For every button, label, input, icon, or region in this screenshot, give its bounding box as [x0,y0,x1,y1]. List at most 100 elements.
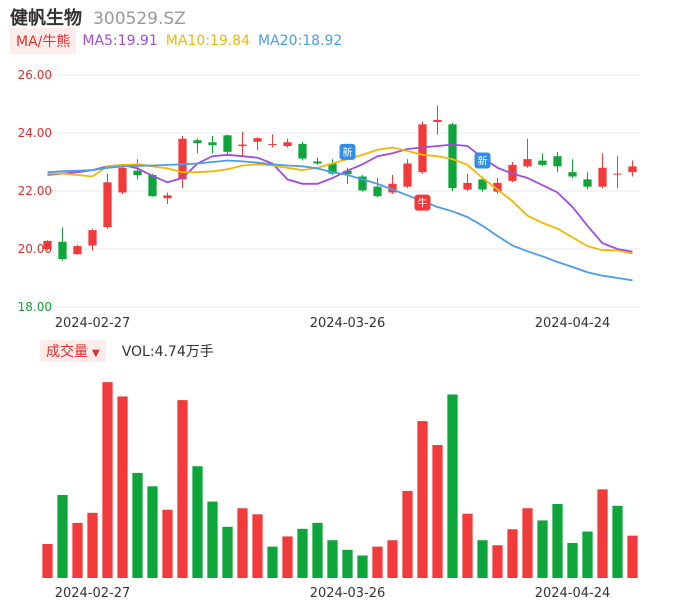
volume-bar[interactable] [582,531,593,578]
candle[interactable] [253,137,262,151]
volume-bar[interactable] [162,509,173,578]
candle[interactable] [373,177,382,198]
volume-bar[interactable] [447,394,458,578]
volume-bar[interactable] [117,396,128,578]
candle-body [163,195,172,199]
candle[interactable] [118,166,127,194]
candle[interactable] [88,228,97,251]
candle[interactable] [43,240,52,251]
candle-body [523,159,532,167]
new-high-badge[interactable]: 新 [474,152,491,169]
candle[interactable] [553,151,562,173]
volume-bar[interactable] [177,400,188,578]
volume-bar[interactable] [537,520,548,578]
new-high-badge[interactable]: 新 [339,143,356,160]
volume-bar[interactable] [357,555,368,578]
volume-bar[interactable] [267,546,278,578]
bull-badge[interactable]: 牛 [414,194,431,211]
volume-bar[interactable] [492,545,503,578]
candle[interactable] [523,138,532,168]
volume-value: VOL:4.74万手 [121,344,214,360]
volume-bar[interactable] [477,540,488,578]
candle-body [373,186,382,197]
volume-bar[interactable] [312,522,323,578]
candle[interactable] [493,177,502,194]
volume-bar[interactable] [282,536,293,578]
candle[interactable] [298,141,307,161]
candle-body [463,182,472,190]
x-tick-label: 2024-04-24 [535,586,611,601]
volume-chart[interactable]: 2024-02-27 2024-03-26 2024-04-24 [0,360,686,606]
volume-bar[interactable] [342,549,353,578]
candle-body [613,173,622,175]
volume-bar[interactable] [297,528,308,578]
stock-name: 健帆生物 [10,8,82,29]
candle[interactable] [208,135,217,154]
candle[interactable] [613,156,622,189]
volume-bar[interactable] [237,508,248,578]
candle[interactable] [463,173,472,191]
candle[interactable] [283,138,292,148]
volume-bar[interactable] [597,489,608,578]
candle-body [253,138,262,142]
candle[interactable] [313,157,322,165]
volume-bar[interactable] [567,542,578,578]
ma-indicator-switch[interactable]: MA/牛熊 [10,28,77,54]
candle-body [223,135,232,152]
candle[interactable] [538,153,547,167]
new-high-badge-text: 新 [343,146,353,159]
candle[interactable] [163,192,172,205]
x-tick-label: 2024-03-26 [310,316,386,330]
candle[interactable] [403,159,412,189]
volume-bar[interactable] [132,472,143,578]
volume-bar[interactable] [612,505,623,578]
candle[interactable] [448,122,457,191]
candle[interactable] [193,138,202,154]
candle[interactable] [58,227,67,261]
volume-indicator-switch[interactable]: 成交量 ▼ [40,340,106,362]
stock-header: 健帆生物 300529.SZ [10,4,186,29]
volume-bar[interactable] [507,529,518,578]
candle[interactable] [73,244,82,255]
candle[interactable] [223,134,232,157]
volume-bar[interactable] [87,512,98,578]
candle-body [178,138,187,180]
candle-body [343,170,352,175]
candle[interactable] [583,172,592,190]
candle[interactable] [598,153,607,189]
volume-bar[interactable] [192,466,203,578]
volume-bar[interactable] [252,514,263,578]
volume-bar[interactable] [207,501,218,578]
volume-bar[interactable] [222,526,233,578]
volume-bar[interactable] [387,540,398,578]
candle[interactable] [358,175,367,192]
candle[interactable] [388,175,397,194]
candle[interactable] [268,134,277,148]
volume-bar[interactable] [432,445,443,578]
volume-bar[interactable] [42,544,53,578]
volume-bar[interactable] [327,540,338,578]
volume-bar[interactable] [417,421,428,578]
y-tick-label: 18.00 [18,300,52,314]
candle[interactable] [433,105,442,135]
candle[interactable] [103,173,112,229]
candle-body [478,179,487,190]
candle[interactable] [178,135,187,189]
volume-bar[interactable] [147,486,158,578]
candle-body [283,142,292,147]
volume-bar[interactable] [552,503,563,578]
volume-bar[interactable] [402,490,413,578]
y-tick-label: 20.00 [18,242,52,256]
candle[interactable] [628,160,637,177]
volume-bar[interactable] [462,513,473,578]
volume-bar[interactable] [522,508,533,578]
volume-bar[interactable] [627,535,638,578]
volume-bar[interactable] [72,522,83,578]
volume-bar[interactable] [102,382,113,578]
volume-bar[interactable] [372,546,383,578]
volume-bar[interactable] [57,494,68,578]
candle[interactable] [148,173,157,197]
candle[interactable] [568,159,577,178]
candle[interactable] [238,131,247,157]
